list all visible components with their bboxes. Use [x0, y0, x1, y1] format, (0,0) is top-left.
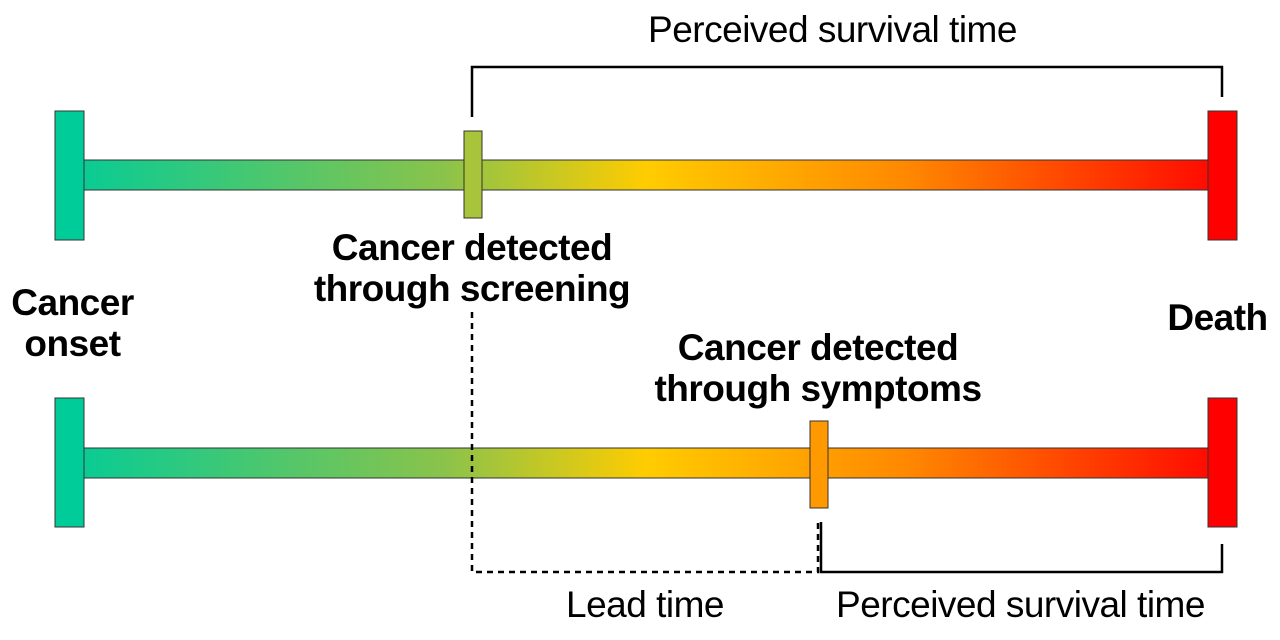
symptoms-detection-label: Cancer detected through symptoms — [654, 327, 982, 409]
onset-marker — [54, 397, 85, 528]
timeline-bar — [69, 159, 1226, 191]
perceived-survival-bottom-label: Perceived survival time — [836, 584, 1205, 625]
perceived-survival-bracket-bottom — [819, 522, 1224, 574]
cancer-onset-label: Cancer onset — [11, 282, 134, 364]
timeline-screening — [54, 110, 1238, 241]
perceived-survival-bracket-top — [470, 65, 1224, 117]
death-label: Death — [1167, 297, 1268, 338]
death-marker — [1207, 397, 1238, 528]
lead-time-label: Lead time — [566, 584, 725, 625]
timeline-bar — [69, 447, 1226, 479]
onset-marker — [54, 110, 85, 241]
death-marker — [1207, 110, 1238, 241]
lead-time-dashed-line — [470, 312, 820, 574]
screening-detection-label: Cancer detected through screening — [313, 227, 631, 309]
screening-detection-marker — [463, 130, 483, 219]
timeline-symptoms — [54, 397, 1238, 528]
perceived-survival-top-label: Perceived survival time — [648, 9, 1017, 50]
symptoms-detection-marker — [809, 420, 829, 509]
